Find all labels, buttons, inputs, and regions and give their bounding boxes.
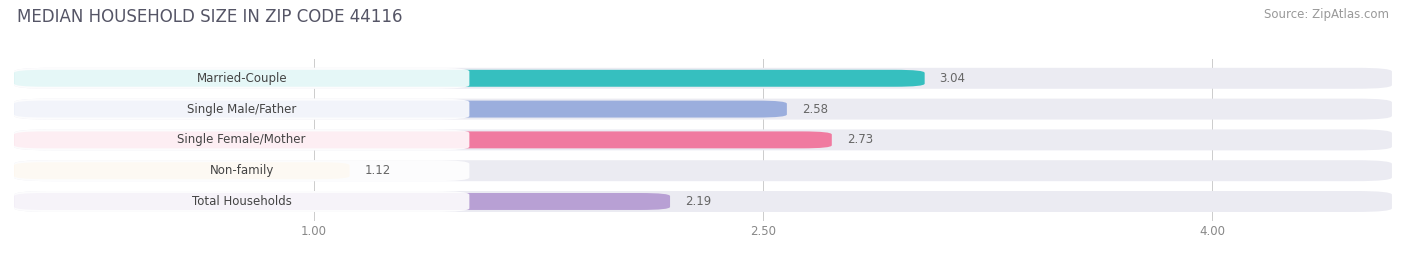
FancyBboxPatch shape — [14, 70, 925, 87]
Text: Total Households: Total Households — [191, 195, 291, 208]
FancyBboxPatch shape — [14, 193, 671, 210]
FancyBboxPatch shape — [14, 160, 470, 181]
Text: 3.04: 3.04 — [939, 72, 966, 85]
Text: Source: ZipAtlas.com: Source: ZipAtlas.com — [1264, 8, 1389, 21]
Text: 1.12: 1.12 — [364, 164, 391, 177]
Text: 2.19: 2.19 — [685, 195, 711, 208]
FancyBboxPatch shape — [14, 129, 1392, 150]
FancyBboxPatch shape — [14, 191, 470, 212]
Text: Married-Couple: Married-Couple — [197, 72, 287, 85]
FancyBboxPatch shape — [14, 191, 1392, 212]
Text: Non-family: Non-family — [209, 164, 274, 177]
FancyBboxPatch shape — [14, 160, 1392, 181]
Text: 2.58: 2.58 — [801, 102, 828, 116]
FancyBboxPatch shape — [14, 68, 470, 89]
FancyBboxPatch shape — [14, 101, 787, 118]
FancyBboxPatch shape — [14, 162, 350, 179]
FancyBboxPatch shape — [14, 99, 1392, 119]
FancyBboxPatch shape — [14, 132, 832, 148]
Text: 2.73: 2.73 — [846, 133, 873, 146]
Text: Single Female/Mother: Single Female/Mother — [177, 133, 307, 146]
FancyBboxPatch shape — [14, 68, 1392, 89]
FancyBboxPatch shape — [14, 99, 470, 119]
Text: Single Male/Father: Single Male/Father — [187, 102, 297, 116]
Text: MEDIAN HOUSEHOLD SIZE IN ZIP CODE 44116: MEDIAN HOUSEHOLD SIZE IN ZIP CODE 44116 — [17, 8, 402, 26]
FancyBboxPatch shape — [14, 129, 470, 150]
